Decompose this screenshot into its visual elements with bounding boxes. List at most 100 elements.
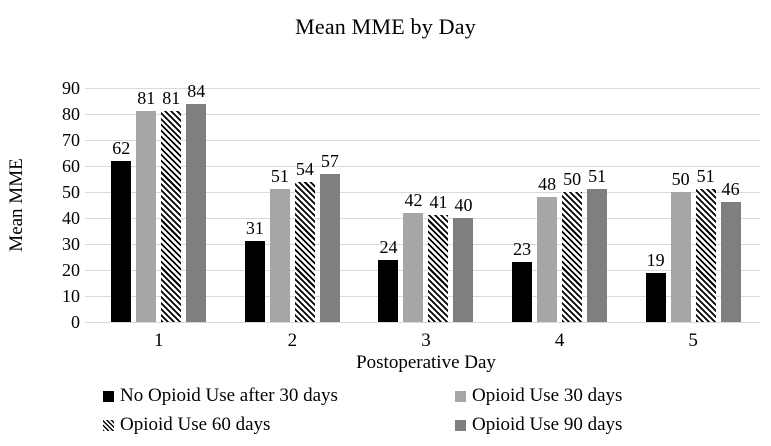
bar-opioid-use-90-days xyxy=(186,103,207,322)
bar-slot: 62 xyxy=(111,88,132,322)
y-tick-label: 30 xyxy=(62,234,80,254)
bar-value-label: 40 xyxy=(454,195,473,215)
bar-slot: 51 xyxy=(695,88,716,322)
bar-opioid-use-30-days xyxy=(269,189,290,322)
bar-no-opioid-use-after-30-days xyxy=(244,241,265,322)
bar-no-opioid-use-after-30-days xyxy=(512,262,533,322)
bar-slot: 51 xyxy=(587,88,608,322)
legend-label: Opioid Use 30 days xyxy=(472,385,623,406)
day-group-3: 24 42 41 40 xyxy=(359,88,493,322)
bar-opioid-use-90-days xyxy=(319,173,340,322)
gridline xyxy=(85,165,760,167)
gridline xyxy=(85,191,760,193)
gridline xyxy=(85,139,760,141)
legend-item: Opioid Use 60 days xyxy=(103,413,455,437)
bar-opioid-use-30-days xyxy=(537,197,558,322)
x-category-label: 5 xyxy=(688,330,698,351)
bar-value-label: 51 xyxy=(696,166,715,187)
legend-swatch-icon xyxy=(455,419,466,431)
gridline xyxy=(85,113,760,115)
bar-group: 31 51 54 57 xyxy=(244,88,340,322)
legend-label: Opioid Use 90 days xyxy=(472,414,623,435)
bar-value-label: 62 xyxy=(112,137,131,158)
legend-item: Opioid Use 30 days xyxy=(455,384,723,408)
bar-slot: 81 xyxy=(161,88,182,322)
bar-slot: 40 xyxy=(453,88,474,322)
chart-title: Mean MME by Day xyxy=(295,14,476,39)
y-tick-label: 90 xyxy=(62,78,80,98)
legend-label: Opioid Use 60 days xyxy=(120,414,271,435)
bar-opioid-use-60-days xyxy=(428,215,449,322)
bar-slot: 50 xyxy=(670,88,691,322)
gridline xyxy=(85,87,760,89)
bar-no-opioid-use-after-30-days xyxy=(378,259,399,322)
bar-value-label: 50 xyxy=(563,169,582,189)
bar-no-opioid-use-after-30-days xyxy=(111,160,132,322)
legend-swatch-icon xyxy=(103,390,114,402)
bar-opioid-use-60-days xyxy=(695,189,716,322)
y-tick-label: 50 xyxy=(62,182,80,202)
bar-value-label: 51 xyxy=(270,166,289,187)
bar-value-label: 24 xyxy=(379,236,398,257)
y-tick-label: 60 xyxy=(62,156,80,176)
bar-group: 23 48 50 51 xyxy=(512,88,608,322)
plot-area: 62 81 81 84 31 51 54 57 24 42 41 40 23 48 50 51 19 50 51 46 xyxy=(85,82,760,323)
bar-value-label: 84 xyxy=(187,80,206,101)
bar-opioid-use-90-days xyxy=(587,189,608,322)
bar-slot: 41 xyxy=(428,88,449,322)
bar-group: 24 42 41 40 xyxy=(378,88,474,322)
bar-slot: 51 xyxy=(269,88,290,322)
day-group-4: 23 48 50 51 xyxy=(493,88,627,322)
bar-value-label: 51 xyxy=(588,166,607,187)
legend-swatch-icon xyxy=(455,390,466,402)
bar-value-label: 46 xyxy=(721,179,740,200)
bar-slot: 31 xyxy=(244,88,265,322)
bar-opioid-use-30-days xyxy=(403,212,424,322)
day-group-1: 62 81 81 84 xyxy=(92,82,226,322)
bar-slot: 81 xyxy=(136,88,157,322)
legend-label: No Opioid Use after 30 days xyxy=(120,385,338,406)
bar-opioid-use-90-days xyxy=(720,202,741,322)
y-axis-tick-labels: 0 10 20 30 40 50 60 70 80 90 xyxy=(0,79,80,331)
bar-value-label: 42 xyxy=(404,189,423,210)
bar-opioid-use-60-days xyxy=(294,181,315,322)
bar-slot: 42 xyxy=(403,88,424,322)
y-tick-label: 80 xyxy=(62,104,80,124)
bar-value-label: 81 xyxy=(137,88,156,109)
bar-slot: 24 xyxy=(378,88,399,322)
bar-value-label: 81 xyxy=(162,88,181,109)
bar-value-label: 41 xyxy=(429,192,448,213)
bar-slot: 46 xyxy=(720,88,741,322)
legend-swatch-icon xyxy=(103,419,114,431)
gridline xyxy=(85,321,760,323)
bar-value-label: 54 xyxy=(295,158,314,179)
bar-value-label: 48 xyxy=(538,174,557,195)
bar-slot: 57 xyxy=(319,88,340,322)
x-category-label: 1 xyxy=(154,330,164,351)
legend-item: No Opioid Use after 30 days xyxy=(103,384,455,408)
bar-slot: 50 xyxy=(562,88,583,322)
x-category-label: 4 xyxy=(554,330,565,351)
x-axis-category-labels: 1 2 3 4 5 xyxy=(92,330,760,352)
bar-opioid-use-90-days xyxy=(453,218,474,322)
bar-opioid-use-30-days xyxy=(670,192,691,322)
bar-slot: 48 xyxy=(537,88,558,322)
legend: No Opioid Use after 30 days Opioid Use 30… xyxy=(103,384,723,437)
bar-slot: 23 xyxy=(512,88,533,322)
bar-slot: 54 xyxy=(294,88,315,322)
bar-opioid-use-60-days xyxy=(161,111,182,322)
bar-value-label: 23 xyxy=(513,239,532,260)
y-tick-label: 20 xyxy=(62,260,80,280)
bar-group: 19 50 51 46 xyxy=(645,88,741,322)
bar-group: 62 81 81 84 xyxy=(111,82,207,322)
y-tick-label: 40 xyxy=(62,208,80,228)
legend-item: Opioid Use 90 days xyxy=(455,413,723,437)
y-tick-label: 0 xyxy=(71,312,80,332)
x-category-label: 2 xyxy=(287,330,298,351)
bar-value-label: 31 xyxy=(245,218,264,239)
day-group-5: 19 50 51 46 xyxy=(626,88,760,322)
y-tick-label: 70 xyxy=(62,130,80,150)
x-axis-label: Postoperative Day xyxy=(356,352,496,373)
bar-no-opioid-use-after-30-days xyxy=(645,272,666,322)
